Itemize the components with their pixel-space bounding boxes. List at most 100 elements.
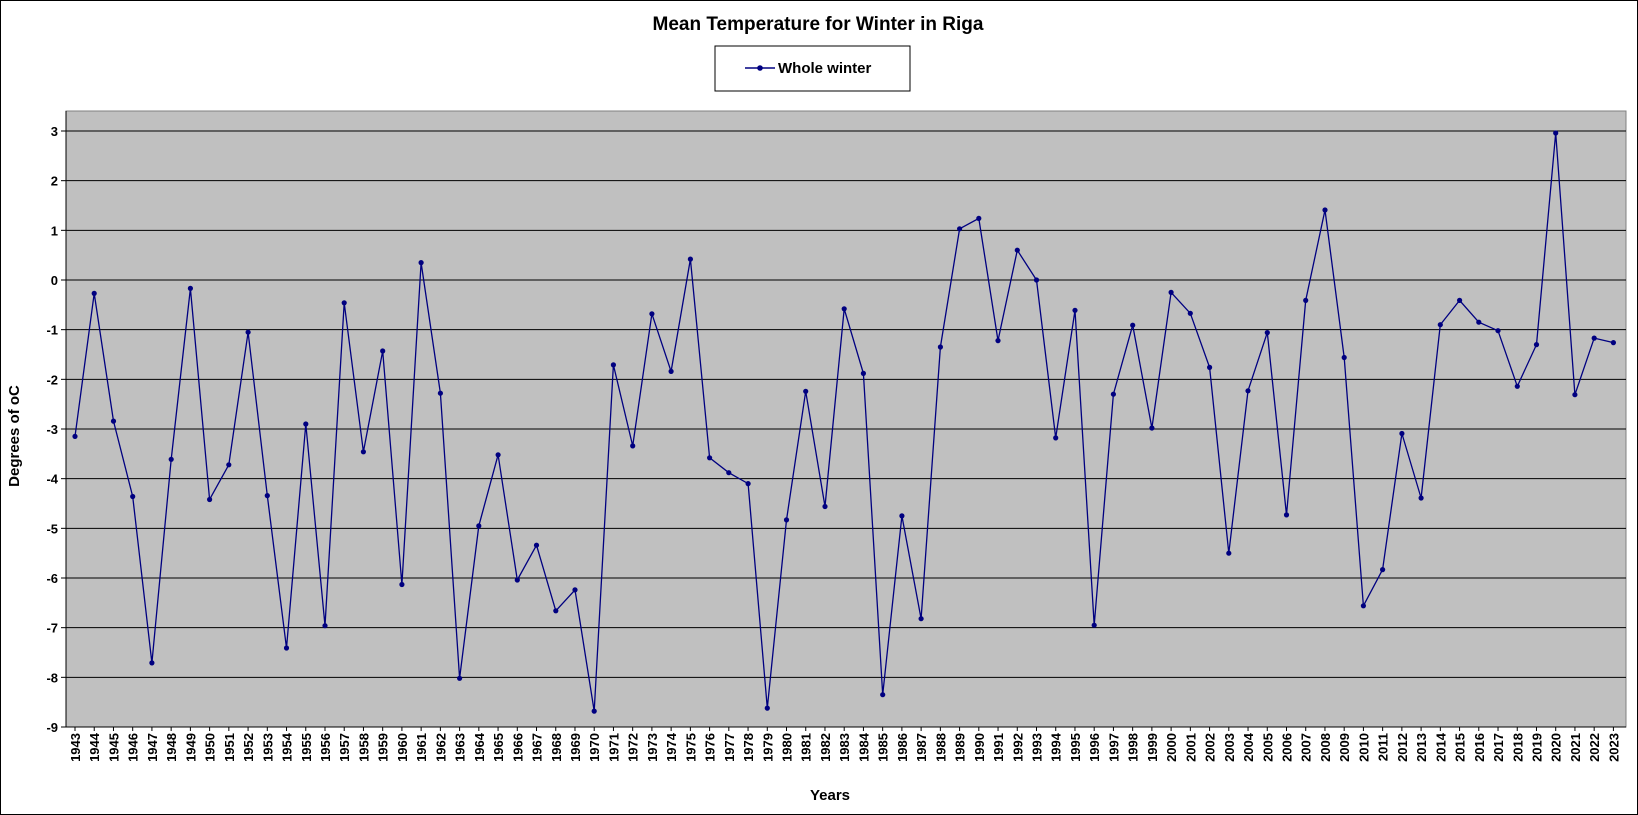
x-tick-label: 1974 [664,732,679,762]
x-tick-label: 1945 [106,733,121,762]
data-point [707,455,713,461]
data-point [591,708,597,714]
data-point [399,581,405,588]
data-point [110,418,117,424]
data-point [783,517,790,523]
y-tick-label: 1 [51,223,58,238]
data-point [360,449,366,455]
data-point [533,542,540,548]
x-tick-label: 1952 [241,733,256,762]
x-tick-label: 1961 [414,733,429,762]
data-point [303,421,309,427]
y-tick-label: -7 [46,621,58,636]
x-tick-label: 1975 [683,733,698,762]
data-point [1187,310,1193,316]
data-point [687,256,694,262]
x-tick-label: 1960 [395,733,410,762]
data-point [610,362,617,368]
data-point [1514,383,1520,389]
x-tick-label: 1982 [818,733,833,762]
data-point [841,306,847,312]
x-tick-label: 1988 [933,733,948,762]
x-tick-label: 1987 [914,733,929,762]
x-tick-label: 1992 [1010,733,1025,762]
x-tick-label: 1946 [126,733,141,762]
data-point [668,368,674,374]
data-point [1591,335,1597,341]
legend-marker [757,65,763,71]
x-tick-label: 1990 [972,733,987,762]
x-tick-label: 1962 [433,733,448,762]
x-tick-label: 1959 [376,733,391,762]
data-point [1303,297,1309,303]
y-tick-label: 3 [51,124,58,139]
x-tick-label: 2013 [1414,733,1429,762]
data-point [380,348,386,354]
data-point [264,493,270,499]
data-point [1264,330,1270,336]
x-tick-label: 1993 [1030,733,1045,762]
legend-label: Whole winter [778,60,871,77]
data-point [245,329,251,335]
data-point [918,616,924,622]
x-tick-label: 2004 [1241,732,1256,762]
x-tick-label: 1950 [203,733,218,762]
data-point [168,456,174,462]
x-tick-label: 1948 [164,733,179,762]
data-point [976,215,982,221]
series-layer [72,130,1616,714]
x-tick-label: 2019 [1529,733,1544,762]
data-point [1207,364,1213,370]
x-tick-label: 2012 [1395,733,1410,762]
data-point [72,433,78,439]
data-point [341,300,347,306]
x-tick-label: 2021 [1568,733,1583,762]
x-tick-label: 2007 [1299,733,1314,762]
data-point [1418,495,1424,501]
x-tick-label: 2016 [1472,733,1487,762]
data-point [1033,277,1040,283]
data-point [745,481,751,487]
x-tick-label: 1985 [876,733,891,762]
data-point [630,443,636,449]
y-tick-label: -1 [46,323,58,338]
data-point [822,503,828,510]
data-point [937,344,944,350]
x-tick-label: 2000 [1164,733,1179,762]
y-tick-label: -3 [46,422,58,437]
x-axis-title: Years [810,787,850,804]
x-tick-label: 1995 [1068,733,1083,762]
x-tick-label: 1998 [1126,733,1141,762]
data-point [1341,354,1347,361]
y-tick-label: -2 [46,372,58,387]
x-tick-label: 1977 [722,733,737,762]
x-tick-label: 1966 [510,733,525,762]
data-point [572,587,578,593]
x-tick-label: 1949 [183,733,198,762]
data-point [726,470,732,476]
data-point [1437,322,1443,328]
y-tick-label: 2 [51,174,58,189]
x-tick-label: 2010 [1356,733,1371,762]
data-point [130,493,136,500]
y-tick-label: -9 [46,720,58,735]
x-tick-label: 1944 [87,732,102,762]
data-point [149,660,155,666]
data-point [1399,430,1405,437]
x-tick-label: 2015 [1453,733,1468,762]
x-tick-label: 1980 [780,733,795,762]
data-point [764,705,770,711]
data-point [1149,425,1155,431]
x-tick-label: 2002 [1203,733,1218,762]
x-tick-label: 1983 [837,733,852,762]
data-point [283,645,290,651]
x-tick-label: 1943 [68,733,83,762]
x-tick-label: 2008 [1318,733,1333,762]
x-tick-label: 1951 [222,733,237,762]
data-point [880,692,886,698]
data-point [514,577,520,583]
data-point [1610,340,1616,346]
x-tick-label: 2009 [1337,733,1352,762]
legend: Whole winter [714,45,911,92]
